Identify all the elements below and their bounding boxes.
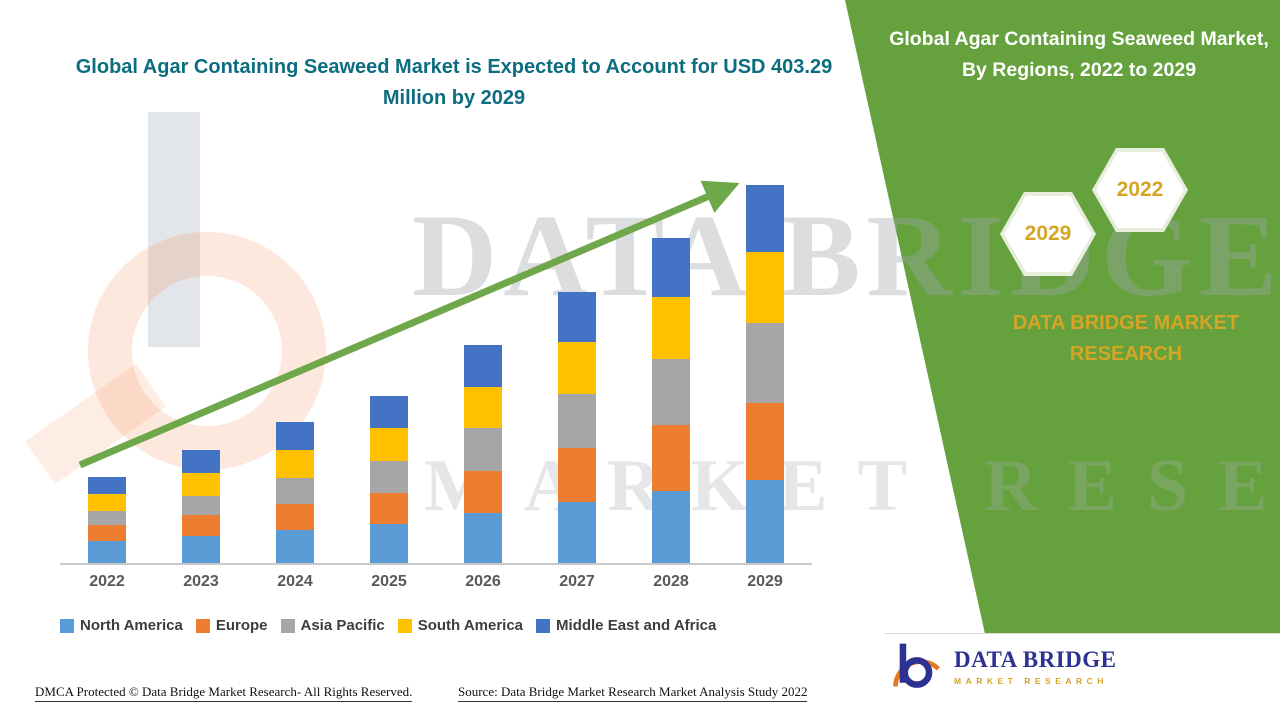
- stacked-bar-2024: [276, 422, 314, 563]
- bars: [60, 150, 812, 565]
- bar-segment: [652, 297, 690, 359]
- bar-segment: [370, 460, 408, 493]
- stacked-bar-2026: [464, 345, 502, 563]
- bar-segment: [370, 395, 408, 429]
- bar-slot: [624, 150, 718, 563]
- bar-segment: [276, 450, 314, 478]
- x-axis-label: 2028: [653, 573, 689, 590]
- x-labels: 2022 2023 2024 2025 2026 2027 2028 2029: [60, 573, 812, 591]
- bar-segment: [464, 470, 502, 514]
- legend-label: Europe: [215, 617, 268, 634]
- page-title: Global Agar Containing Seaweed Market is…: [75, 56, 833, 109]
- legend-item: Middle East and Africa: [536, 617, 716, 634]
- bar-segment: [558, 393, 596, 449]
- x-axis-label: 2025: [371, 573, 407, 590]
- bar-segment: [182, 536, 220, 563]
- stacked-bar-2028: [652, 238, 690, 563]
- bar-segment: [746, 323, 784, 403]
- bar-segment: [182, 472, 220, 496]
- legend-label: South America: [417, 617, 524, 634]
- x-axis-label: 2023: [183, 573, 219, 590]
- hexagon-year-label: 2022: [1116, 178, 1164, 201]
- bar-slot: [60, 150, 154, 563]
- source-note: Source: Data Bridge Market Research Mark…: [458, 684, 808, 702]
- band-title: Global Agar Containing Seaweed Market, B…: [889, 28, 1269, 82]
- legend-label: Middle East and Africa: [556, 617, 717, 634]
- databridge-logo-icon: [893, 643, 941, 688]
- hexagon-badge-2022-fill: 2022: [1096, 152, 1184, 228]
- bar-segment: [276, 422, 314, 451]
- stacked-bar-2023: [182, 450, 220, 563]
- bar-segment: [276, 503, 314, 531]
- legend-item: Europe: [195, 617, 268, 634]
- bar-segment: [464, 345, 502, 387]
- bar-segment: [746, 184, 784, 252]
- stacked-bar-2027: [558, 291, 596, 563]
- x-axis-label: 2029: [747, 573, 783, 590]
- bar-segment: [558, 501, 596, 563]
- legend-item: South America: [397, 617, 524, 634]
- bar-segment: [558, 448, 596, 502]
- bar-segment: [464, 428, 502, 471]
- legend-label: Asia Pacific: [300, 617, 385, 634]
- bar-segment: [88, 541, 126, 563]
- bar-segment: [370, 524, 408, 563]
- bar-segment: [182, 450, 220, 473]
- x-axis-label: 2024: [277, 573, 313, 590]
- bar-slot: [154, 150, 248, 563]
- legend-swatch: [195, 618, 210, 633]
- bar-segment: [652, 425, 690, 491]
- bar-slot: [530, 150, 624, 563]
- bar-segment: [88, 476, 126, 494]
- logo-wordmark: DATA BRIDGE: [954, 646, 1117, 672]
- x-axis-label: 2022: [89, 573, 125, 590]
- bar-segment: [652, 238, 690, 298]
- bar-segment: [652, 358, 690, 426]
- legend-swatch: [280, 618, 295, 633]
- bar-segment: [276, 530, 314, 563]
- bar-segment: [746, 402, 784, 480]
- legend-swatch: [397, 618, 412, 633]
- hexagon-badge-2022: 2022: [1092, 148, 1188, 232]
- legend-item: Asia Pacific: [280, 617, 385, 634]
- hexagon-year-label: 2029: [1024, 222, 1072, 245]
- logo-tagline: MARKET RESEARCH: [954, 675, 1108, 686]
- bar-segment: [558, 291, 596, 343]
- bar-slot: [718, 150, 812, 563]
- footer-divider: [884, 633, 1280, 634]
- bar-segment: [88, 493, 126, 512]
- bar-segment: [88, 525, 126, 542]
- bar-segment: [370, 492, 408, 525]
- bar-segment: [746, 251, 784, 324]
- hexagon-badge-2029: 2029: [1000, 192, 1096, 276]
- stacked-bar-2029: [746, 184, 784, 563]
- stacked-bar-2025: [370, 395, 408, 563]
- bar-segment: [182, 515, 220, 537]
- legend-swatch: [536, 618, 551, 633]
- bar-slot: [342, 150, 436, 563]
- legend: North America Europe Asia Pacific South Ame…: [60, 617, 716, 634]
- dmca-notice: DMCA Protected © Data Bridge Market Rese…: [35, 684, 413, 702]
- bar-segment: [464, 513, 502, 563]
- bar-segment: [182, 495, 220, 516]
- bar-segment: [746, 479, 784, 563]
- bar-segment: [464, 386, 502, 429]
- brand-caption: DATA BRIDGE MARKET RESEARCH: [1012, 312, 1240, 365]
- hexagon-badge-2029-fill: 2029: [1004, 196, 1092, 272]
- bar-segment: [652, 490, 690, 563]
- legend-label: North America: [80, 617, 183, 634]
- bar-slot: [248, 150, 342, 563]
- stacked-bar-2022: [88, 476, 126, 563]
- x-axis-label: 2027: [559, 573, 595, 590]
- bar-segment: [558, 342, 596, 394]
- legend-swatch: [60, 618, 74, 633]
- bar-slot: [436, 150, 530, 563]
- bar-segment: [276, 477, 314, 504]
- bar-segment: [370, 428, 408, 461]
- x-axis-label: 2026: [465, 573, 501, 590]
- bar-segment: [88, 511, 126, 526]
- legend-item: North America: [60, 617, 183, 634]
- company-logo: DATA BRIDGE MARKET RESEARCH: [888, 638, 1116, 694]
